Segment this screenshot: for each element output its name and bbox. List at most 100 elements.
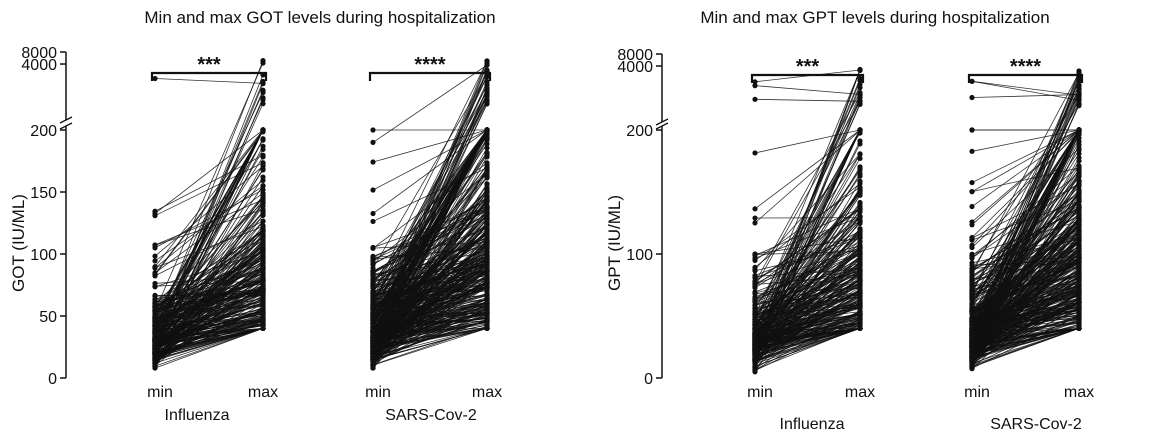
pair-line: [754, 221, 861, 352]
pair-line: [971, 274, 1080, 338]
min-point: [152, 308, 158, 314]
max-point: [857, 206, 863, 212]
max-point: [484, 249, 490, 255]
min-point: [152, 75, 158, 82]
y-axis-break-mark: [59, 116, 73, 124]
group-label: SARS-Cov-2: [385, 407, 477, 424]
max-point: [484, 182, 490, 188]
pair-line: [154, 247, 264, 307]
pair-line: [754, 208, 861, 256]
pair-line: [754, 129, 861, 154]
max-point: [484, 194, 490, 200]
max-point: [1076, 300, 1082, 306]
pair-line: [154, 317, 264, 354]
pair-line: [754, 258, 861, 310]
pair-line: [754, 130, 861, 224]
min-point: [969, 127, 975, 133]
max-point: [857, 243, 863, 249]
min-point: [752, 215, 758, 221]
max-point: [260, 137, 266, 143]
min-point: [370, 280, 376, 286]
pair-line: [971, 200, 1080, 279]
min-point: [370, 259, 376, 265]
pair-line: [372, 129, 488, 350]
pair-line: [154, 314, 264, 343]
group-label: Influenza: [780, 416, 845, 433]
significance-stars: ****: [414, 54, 445, 76]
min-point: [752, 306, 758, 312]
max-point: [857, 325, 863, 331]
pair-line: [971, 263, 1080, 344]
pair-line: [754, 271, 861, 333]
max-point: [857, 277, 863, 283]
significance-bracket: [750, 73, 865, 83]
pair-line: [971, 131, 1080, 238]
pair-line: [154, 328, 264, 352]
y-tick-label: 200: [30, 123, 57, 140]
pair-line: [372, 96, 488, 297]
group-influenza-pairs: [752, 66, 863, 375]
min-point: [752, 327, 758, 333]
max-point: [857, 299, 863, 305]
pair-line: [754, 292, 861, 351]
min-point: [752, 79, 758, 85]
min-point: [752, 350, 758, 357]
pair-line: [971, 84, 1080, 321]
pair-line: [372, 259, 488, 351]
pair-line: [372, 248, 488, 349]
pair-line: [971, 201, 1080, 241]
max-point: [260, 97, 266, 103]
pair-line: [372, 270, 488, 359]
max-point: [1076, 103, 1082, 109]
min-point: [370, 244, 376, 251]
min-point: [752, 268, 758, 274]
y-axis-break-mark: [655, 122, 669, 130]
max-point: [260, 154, 266, 160]
max-point: [857, 290, 863, 297]
pair-line: [754, 140, 861, 356]
min-point: [752, 355, 758, 362]
min-point: [752, 368, 758, 374]
pair-line: [971, 302, 1080, 360]
pair-line: [754, 216, 861, 342]
max-point: [484, 169, 490, 175]
pair-line: [971, 315, 1080, 366]
pair-line: [754, 85, 861, 95]
pair-line: [372, 314, 488, 356]
pair-line: [154, 226, 264, 269]
pair-line: [372, 229, 488, 348]
max-point: [260, 310, 266, 316]
pair-line: [971, 231, 1080, 289]
chart-title: Min and max GOT levels during hospitaliz…: [144, 8, 495, 27]
min-point: [752, 294, 758, 300]
min-point: [152, 280, 158, 287]
pair-line: [154, 252, 264, 288]
pair-line: [154, 328, 264, 369]
min-point: [969, 179, 975, 186]
pair-line: [971, 323, 1080, 360]
max-point: [260, 177, 266, 183]
y-tick-label: 150: [30, 185, 57, 202]
pair-line: [372, 262, 488, 339]
max-point: [857, 67, 863, 73]
pair-line: [754, 294, 861, 335]
max-point: [857, 171, 863, 177]
min-point: [969, 78, 975, 84]
pair-line: [754, 216, 861, 300]
pair-line: [754, 319, 861, 351]
max-point: [260, 227, 266, 233]
pair-line: [372, 282, 488, 361]
pair-line: [971, 129, 1080, 357]
pair-line: [971, 99, 1080, 330]
min-point: [152, 304, 158, 310]
pair-line: [754, 240, 861, 303]
pair-line: [971, 129, 1080, 306]
min-point: [752, 363, 758, 369]
min-point: [152, 322, 158, 329]
pair-line: [971, 219, 1080, 343]
max-point: [260, 322, 266, 328]
min-point: [370, 365, 376, 371]
significance-stars: ***: [197, 54, 221, 76]
pair-line: [754, 173, 861, 340]
pair-line: [154, 294, 264, 326]
